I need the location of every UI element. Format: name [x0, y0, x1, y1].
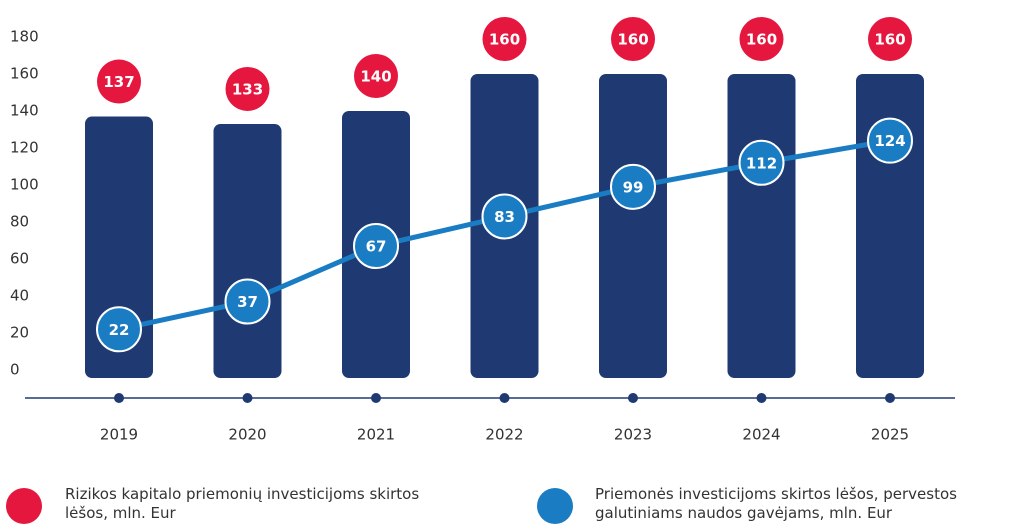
value-label: 160 — [617, 31, 648, 49]
line-point — [353, 223, 399, 270]
value-badge — [97, 59, 141, 104]
value-label: 99 — [623, 178, 644, 196]
axis-dot — [499, 393, 510, 403]
x-tick-label: 2024 — [742, 426, 780, 444]
legend-label: Priemonės investicijoms skirtos lėšos, p… — [595, 485, 957, 522]
value-label: 37 — [237, 293, 258, 311]
line-point — [867, 117, 913, 164]
value-label: 67 — [366, 238, 387, 256]
y-tick-label: 180 — [10, 28, 39, 46]
x-tick-label: 2021 — [357, 426, 395, 444]
x-tick-label: 2019 — [100, 426, 138, 444]
y-tick-label: 20 — [10, 324, 29, 342]
bar — [213, 123, 282, 378]
x-tick-label: 2020 — [228, 426, 266, 444]
line-point — [481, 193, 528, 240]
axis-dot — [756, 393, 767, 403]
y-tick-label: 60 — [10, 250, 29, 268]
line-point — [738, 139, 785, 186]
bar — [85, 116, 153, 379]
line-point — [224, 278, 271, 325]
x-tick-label: 2023 — [614, 426, 652, 444]
axis-dot — [114, 393, 124, 403]
value-label: 124 — [874, 132, 905, 150]
value-badge — [482, 17, 527, 61]
chart: 0 20 40 60 80 100 120 140 160 180 2019 2020 2021 2022… — [10, 17, 955, 444]
y-tick-label: 120 — [10, 139, 39, 157]
axis-dot — [371, 393, 381, 403]
value-badge — [739, 17, 784, 61]
legend-swatch — [537, 488, 573, 524]
x-tick-label: 2022 — [485, 426, 523, 444]
value-label: 22 — [109, 321, 130, 339]
value-label: 137 — [103, 73, 134, 91]
line-point — [610, 163, 656, 210]
value-label: 140 — [360, 68, 391, 86]
bar — [727, 74, 796, 378]
value-badge — [225, 66, 270, 111]
value-label: 83 — [494, 208, 515, 226]
legend-label: Rizikos kapitalo priemonių investicijoms… — [65, 485, 420, 522]
value-label: 160 — [746, 31, 777, 49]
y-tick-label: 100 — [10, 176, 39, 194]
y-tick-label: 40 — [10, 287, 29, 305]
y-tick-label: 0 — [10, 361, 20, 379]
bar — [599, 74, 667, 378]
value-badge — [868, 17, 912, 61]
value-label: 160 — [489, 31, 520, 49]
value-label: 112 — [746, 154, 777, 172]
y-tick-label: 160 — [10, 65, 39, 83]
value-label: 133 — [232, 80, 263, 98]
axis-dot — [885, 393, 895, 403]
value-badge — [354, 54, 398, 98]
axis-dot — [242, 393, 253, 403]
axis-dot — [628, 393, 638, 403]
value-badge — [611, 17, 655, 61]
y-tick-label: 140 — [10, 102, 39, 120]
legend-swatch — [6, 488, 42, 524]
line-point — [96, 306, 142, 353]
y-tick-label: 80 — [10, 213, 29, 231]
x-tick-label: 2025 — [871, 426, 909, 444]
value-label: 160 — [874, 31, 905, 49]
